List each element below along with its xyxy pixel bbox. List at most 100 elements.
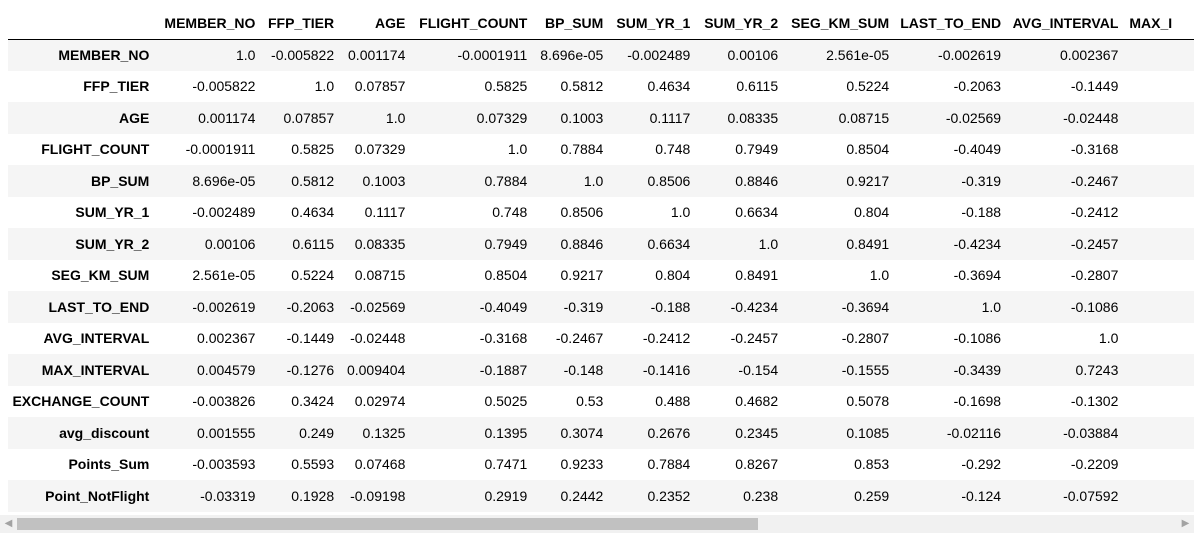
- table-cell: 0.5078: [846, 393, 890, 410]
- table-cell: 0.4682: [735, 393, 779, 410]
- table-row: SUM_YR_1 -0.002489 0.4634 0.1117 0.748 0.8506…: [8, 196, 1194, 229]
- table-cell: 0.7243: [1075, 361, 1119, 378]
- scrollbar-thumb[interactable]: [17, 518, 758, 530]
- table-cell: 0.08335: [727, 109, 779, 126]
- table-cell: 0.249: [299, 424, 335, 441]
- table-cell: -0.1276: [286, 361, 335, 378]
- table-cell: -0.154: [738, 361, 779, 378]
- table-cell: 0.7949: [484, 235, 528, 252]
- row-label: Point_NotFlight: [45, 487, 150, 504]
- table-cell: 0.07329: [476, 109, 528, 126]
- table-cell: -0.02569: [350, 298, 406, 315]
- table-cell: 0.07857: [354, 78, 406, 95]
- row-label: MEMBER_NO: [58, 47, 150, 63]
- table-cell: -0.02569: [945, 109, 1002, 126]
- table-cell: 0.002367: [1059, 47, 1119, 63]
- table-cell: 0.8846: [735, 172, 779, 189]
- table-cell: -0.002619: [192, 298, 256, 315]
- table-cell: 0.08715: [838, 109, 890, 126]
- table-cell: 0.001174: [348, 47, 406, 63]
- table-cell: 0.804: [655, 267, 691, 284]
- scroll-right-arrow-icon[interactable]: ▶: [1181, 518, 1190, 529]
- table-row: FFP_TIER -0.005822 1.0 0.07857 0.5825 0.5812 0…: [8, 70, 1194, 102]
- table-cell: [1125, 291, 1194, 323]
- column-header: MEMBER_NO: [156, 7, 263, 40]
- table-cell: 0.8504: [484, 267, 528, 284]
- column-header: BP_SUM: [534, 7, 611, 40]
- table-row: AVG_INTERVAL 0.002367 -0.1449 -0.02448 -0.31…: [8, 322, 1194, 355]
- table-cell: 0.8267: [735, 456, 779, 473]
- table-cell: -0.2807: [1070, 267, 1119, 284]
- table-cell: -0.3168: [1070, 141, 1119, 158]
- table-cell: [1125, 134, 1194, 166]
- table-cell: 0.2352: [647, 487, 691, 504]
- table-cell: -0.002489: [192, 204, 256, 221]
- table-cell: -0.292: [961, 456, 1002, 473]
- table-cell: 0.2442: [560, 487, 604, 504]
- table-cell: 8.696e-05: [192, 172, 256, 189]
- table-cell: -0.002489: [627, 47, 691, 63]
- horizontal-scrollbar[interactable]: ◀ ▶: [0, 515, 1194, 533]
- table-cell: 0.9233: [560, 456, 604, 473]
- table-cell: 0.9217: [846, 172, 890, 189]
- column-header: FLIGHT_COUNT: [412, 7, 535, 40]
- table-cell: -0.3694: [953, 267, 1002, 284]
- table-cell: 0.08715: [354, 267, 406, 284]
- table-body: MEMBER_NO 1.0 -0.005822 0.001174 -0.0001911 8…: [8, 39, 1194, 512]
- table-cell: 0.4634: [291, 204, 335, 221]
- table-cell: -0.1555: [841, 361, 890, 378]
- table-cell: 0.5825: [291, 141, 335, 158]
- table-cell: -0.1302: [1070, 393, 1119, 410]
- table-cell: 0.3424: [291, 393, 335, 410]
- table-cell: [1125, 165, 1194, 197]
- table-cell: 0.1085: [846, 424, 890, 441]
- table-cell: 0.5025: [484, 393, 528, 410]
- table-cell: -0.4234: [953, 235, 1002, 252]
- table-cell: 0.853: [854, 456, 890, 473]
- scroll-left-arrow-icon[interactable]: ◀: [4, 518, 13, 529]
- table-cell: [1125, 197, 1194, 229]
- table-cell: -0.2412: [642, 330, 691, 347]
- table-cell: -0.02116: [946, 424, 1002, 441]
- row-label: AVG_INTERVAL: [43, 330, 150, 347]
- table-cell: 0.3074: [560, 424, 604, 441]
- table-cell: 0.748: [655, 141, 691, 158]
- table-cell: -0.02448: [1063, 109, 1119, 126]
- table-cell: -0.1086: [953, 330, 1002, 347]
- table-cell: -0.4049: [953, 141, 1002, 158]
- table-cell: -0.2063: [953, 78, 1002, 95]
- table-cell: 8.696e-05: [540, 47, 604, 63]
- table-cell: 0.5825: [484, 78, 528, 95]
- table-cell: -0.3168: [479, 330, 528, 347]
- row-label: BP_SUM: [90, 172, 150, 189]
- table-cell: 0.6634: [647, 235, 691, 252]
- table-cell: [1125, 354, 1194, 386]
- table-cell: -0.148: [563, 361, 604, 378]
- table-cell: -0.319: [961, 172, 1002, 189]
- table-cell: 0.804: [854, 204, 890, 221]
- table-cell: -0.2467: [1070, 172, 1119, 189]
- table-row: Point_NotFlight -0.03319 0.1928 -0.09198 0.2…: [8, 480, 1194, 512]
- table-cell: 0.8846: [560, 235, 604, 252]
- column-header: SUM_YR_1: [610, 7, 698, 40]
- table-cell: 0.00106: [727, 47, 779, 63]
- table-cell: -0.005822: [192, 78, 256, 95]
- table-cell: -0.1449: [286, 330, 335, 347]
- table-row: LAST_TO_END -0.002619 -0.2063 -0.02569 -0.40…: [8, 291, 1194, 323]
- table-row: MAX_INTERVAL 0.004579 -0.1276 0.009404 -0.18…: [8, 354, 1194, 386]
- table-cell: 1.0: [758, 235, 779, 252]
- table-cell: 1.0: [583, 172, 604, 189]
- row-label: SUM_YR_2: [75, 235, 150, 252]
- table-cell: -0.2209: [1070, 456, 1119, 473]
- table-cell: 0.2919: [484, 487, 528, 504]
- table-cell: -0.1416: [642, 361, 691, 378]
- table-cell: 1.0: [235, 47, 256, 63]
- table-cell: [1125, 260, 1194, 292]
- table-cell: 0.8491: [735, 267, 779, 284]
- row-label: MAX_INTERVAL: [41, 361, 150, 378]
- table-cell: -0.02448: [350, 330, 406, 347]
- table-cell: 0.1395: [484, 424, 528, 441]
- table-cell: -0.0001911: [457, 47, 528, 63]
- table-cell: [1125, 323, 1194, 355]
- table-cell: 2.561e-05: [826, 47, 890, 63]
